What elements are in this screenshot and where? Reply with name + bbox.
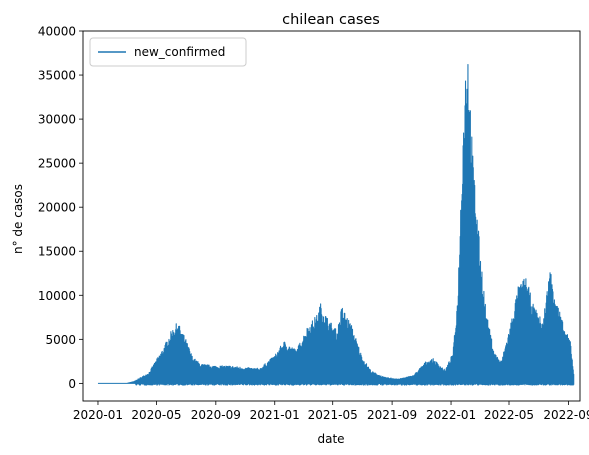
- x-tick-label: 2022-01: [426, 408, 476, 422]
- legend: new_confirmed: [89, 37, 247, 67]
- x-tick-label: 2022-09: [543, 408, 589, 422]
- chart-title: chilean cases: [282, 12, 380, 28]
- x-tick-label: 2020-09: [191, 408, 241, 422]
- x-axis: 2020-01 2020-05 2020-09 2021-01 2021-05 2021-…: [73, 401, 589, 422]
- x-tick-label: 2020-05: [131, 408, 181, 422]
- y-axis-label: n° de casos: [11, 184, 25, 254]
- series-line-new-confirmed: [97, 63, 575, 386]
- y-tick-label: 20000: [38, 201, 76, 215]
- y-tick-label: 40000: [38, 25, 76, 39]
- y-tick-label: 35000: [38, 69, 76, 83]
- y-tick-label: 0: [68, 377, 76, 391]
- plot-area: [82, 30, 581, 402]
- y-tick-label: 30000: [38, 113, 76, 127]
- x-tick-label: 2021-09: [367, 408, 417, 422]
- x-tick-label: 2020-01: [73, 408, 123, 422]
- y-axis: 0 5000 10000 15000 20000 25000 30000 35000 40000: [38, 25, 83, 391]
- legend-box: [89, 37, 247, 67]
- y-tick-label: 5000: [45, 333, 76, 347]
- y-tick-label: 25000: [38, 157, 76, 171]
- y-tick-label: 10000: [38, 289, 76, 303]
- x-tick-label: 2021-01: [250, 408, 300, 422]
- legend-label: new_confirmed: [134, 45, 225, 59]
- x-tick-label: 2022-05: [484, 408, 534, 422]
- y-tick-label: 15000: [38, 245, 76, 259]
- x-axis-label: date: [317, 432, 344, 446]
- x-tick-label: 2021-05: [308, 408, 358, 422]
- plot-frame: [82, 30, 581, 402]
